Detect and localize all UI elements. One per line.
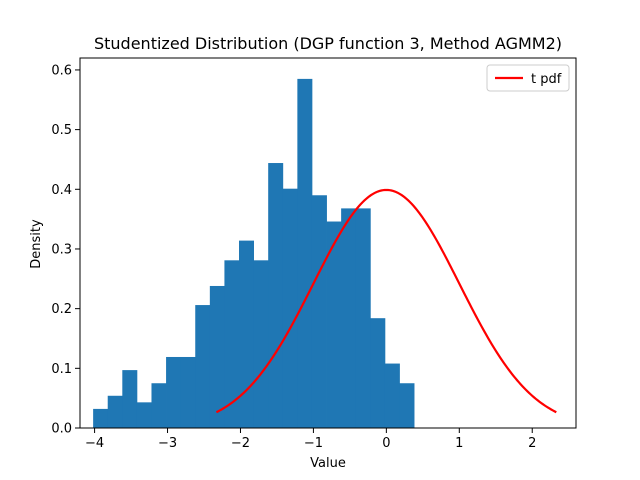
histogram-bar	[224, 260, 240, 428]
histogram-bar	[107, 395, 123, 428]
histogram-bar	[355, 208, 371, 428]
x-tick-label: 0	[382, 436, 390, 451]
histogram-bar	[239, 240, 254, 428]
x-tick-label: −2	[231, 436, 250, 451]
histogram-bar	[341, 208, 357, 428]
histogram-bar	[268, 163, 284, 428]
x-tick-label: −1	[304, 436, 323, 451]
y-tick-label: 0.6	[51, 63, 72, 78]
histogram-bar	[297, 78, 313, 428]
t-pdf-line	[215, 188, 557, 414]
x-tick-label: 2	[528, 436, 536, 451]
x-tick-label: −4	[85, 436, 104, 451]
y-tick-label: 0.2	[51, 302, 72, 317]
histogram-bar	[384, 363, 400, 428]
histogram-bar	[370, 318, 386, 428]
legend-label-t-pdf: t pdf	[531, 72, 562, 87]
histogram-bar	[180, 356, 196, 428]
plot-area: −4 −3 −2 −1 0 1 2 0.0 0.1 0.2 0.3 0.4 0.5 0.6 t pdf	[51, 57, 577, 451]
histogram-bar	[136, 402, 152, 428]
legend-box	[486, 64, 570, 92]
histogram-bar	[93, 408, 109, 428]
y-tick-label: 0.0	[51, 422, 72, 437]
x-tick-label: 1	[455, 436, 463, 451]
histogram-bar	[209, 285, 225, 428]
histogram-bar	[282, 188, 298, 428]
histogram-bar	[253, 260, 269, 428]
x-axis-label: Value	[310, 456, 346, 471]
y-tick-label: 0.5	[51, 123, 72, 138]
histogram-bar	[195, 305, 211, 428]
histogram-bar	[151, 383, 167, 428]
histogram-bar	[122, 370, 138, 428]
histogram-bar	[311, 195, 327, 428]
histogram-bar	[399, 383, 415, 428]
y-tick-label: 0.4	[51, 183, 72, 198]
axes-frame	[79, 57, 577, 429]
x-tick-label: −3	[158, 436, 177, 451]
histogram-bar	[326, 221, 342, 428]
histogram-bar	[166, 356, 182, 428]
y-axis-label: Density	[29, 219, 44, 269]
y-tick-label: 0.1	[51, 362, 72, 377]
y-tick-label: 0.3	[51, 242, 72, 257]
chart-title: Studentized Distribution (DGP function 3…	[94, 34, 562, 53]
